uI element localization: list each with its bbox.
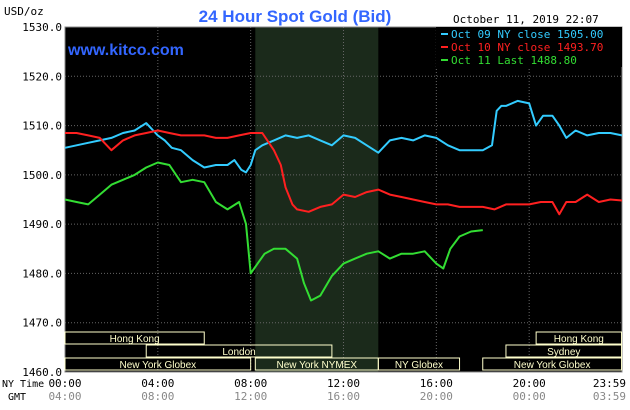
series-line [65,129,623,216]
legend-label: Oct 11 Last 1488.80 [451,54,577,67]
x-tick-ny: 12:00 [327,377,360,390]
y-tick-label: 1470.0 [22,317,62,330]
x-tick-ny: 08:00 [234,377,267,390]
y-tick-label: 1500.0 [22,169,62,182]
session-label: New York Globex [514,360,591,371]
session-label: New York Globex [119,360,196,371]
x-tick-ny: 16:00 [420,377,453,390]
x-tick-ny: 04:00 [141,377,174,390]
session-label: NY Globex [395,360,443,371]
x-tick-gmt: 20:00 [420,390,453,403]
y-tick-label: 1480.0 [22,267,62,280]
x-tick-gmt: 00:00 [513,390,546,403]
session-label: Hong Kong [110,334,160,345]
series-line [64,99,623,174]
session-label: Hong Kong [554,334,604,345]
legend-box [436,27,622,67]
session-label: Sydney [547,347,580,358]
session-box [535,331,623,345]
timestamp: October 11, 2019 22:07 [453,13,599,26]
x-axis-ticks: 00:0004:0004:0008:0008:0012:0012:0016:00… [48,377,626,403]
series-lines [64,99,623,302]
nymex-shaded-region [255,27,379,372]
x-tick-gmt: 12:00 [234,390,267,403]
session-box [505,344,623,358]
chart-title: 24 Hour Spot Gold (Bid) [199,7,392,26]
session-label: London [222,347,255,358]
y-tick-label: 1490.0 [22,218,62,231]
session-label: New York NYMEX [277,360,358,371]
gmt-label: GMT [8,392,26,403]
ny-time-label: NY Time [2,379,44,390]
y-tick-label: 1460.0 [22,366,62,379]
session-box [64,357,252,371]
y-tick-label: 1520.0 [22,70,62,83]
session-box [377,357,461,371]
x-tick-gmt: 03:59 [593,390,626,403]
trading-sessions: Hong Kong London New York Globex New York N… [64,331,623,371]
x-tick-ny: 23:59 [593,377,626,390]
session-box [482,357,623,371]
y-tick-label: 1510.0 [22,120,62,133]
y-tick-label: 1530.0 [22,21,62,34]
watermark: www.kitco.com [67,42,184,59]
x-tick-ny: 20:00 [513,377,546,390]
series-line [64,161,483,302]
x-tick-gmt: 08:00 [141,390,174,403]
x-tick-gmt: 04:00 [48,390,81,403]
legend-label: Oct 09 NY close 1505.00 [451,28,603,41]
x-tick-gmt: 16:00 [327,390,360,403]
y-axis-ticks: 1460.0 1470.0 1480.0 1490.0 1500.0 1510.0 1520… [22,21,62,379]
unit-label: USD/oz [4,5,44,18]
x-tick-ny: 00:00 [48,377,81,390]
session-box [145,344,333,358]
legend-label: Oct 10 NY close 1493.70 [451,41,603,54]
session-box [64,331,205,345]
